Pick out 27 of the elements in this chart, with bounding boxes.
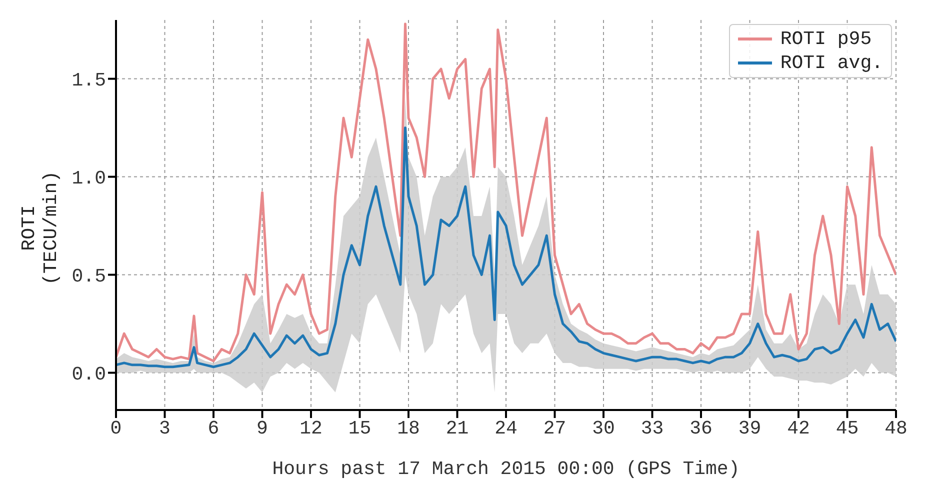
y-tick-label: 0.5: [72, 266, 106, 288]
y-tick-label: 1.5: [72, 70, 106, 92]
x-tick-label: 3: [159, 417, 170, 440]
x-tick-label: 12: [300, 417, 322, 440]
y-tick-label: 0.0: [72, 364, 106, 386]
x-tick-label: 24: [494, 417, 518, 440]
x-tick-label: 45: [836, 417, 859, 440]
x-tick-label: 30: [592, 417, 615, 440]
legend-label: ROTI avg.: [780, 51, 883, 75]
x-tick-label: 39: [738, 417, 762, 440]
x-tick-label: 0: [110, 417, 122, 440]
line-series: [116, 22, 896, 362]
y-axis-title: ROTI (TECU/min): [18, 170, 62, 286]
x-tick-label: 18: [397, 417, 420, 440]
x-tick-label: 15: [348, 417, 372, 440]
y-tick-label: 1.0: [72, 168, 106, 190]
x-tick-label: 21: [446, 417, 469, 440]
line-series: [116, 126, 896, 368]
x-tick-label: 6: [208, 417, 220, 440]
x-tick-label: 27: [543, 417, 566, 440]
x-tick-label: 33: [640, 417, 664, 440]
x-tick-label: 36: [690, 417, 712, 440]
x-tick-label: 9: [256, 417, 268, 440]
legend-label: ROTI p95: [780, 27, 872, 51]
x-axis-title: Hours past 17 March 2015 00:00 (GPS Time): [272, 458, 740, 480]
x-tick-label: 42: [787, 417, 810, 440]
x-tick-label: 48: [884, 417, 908, 440]
